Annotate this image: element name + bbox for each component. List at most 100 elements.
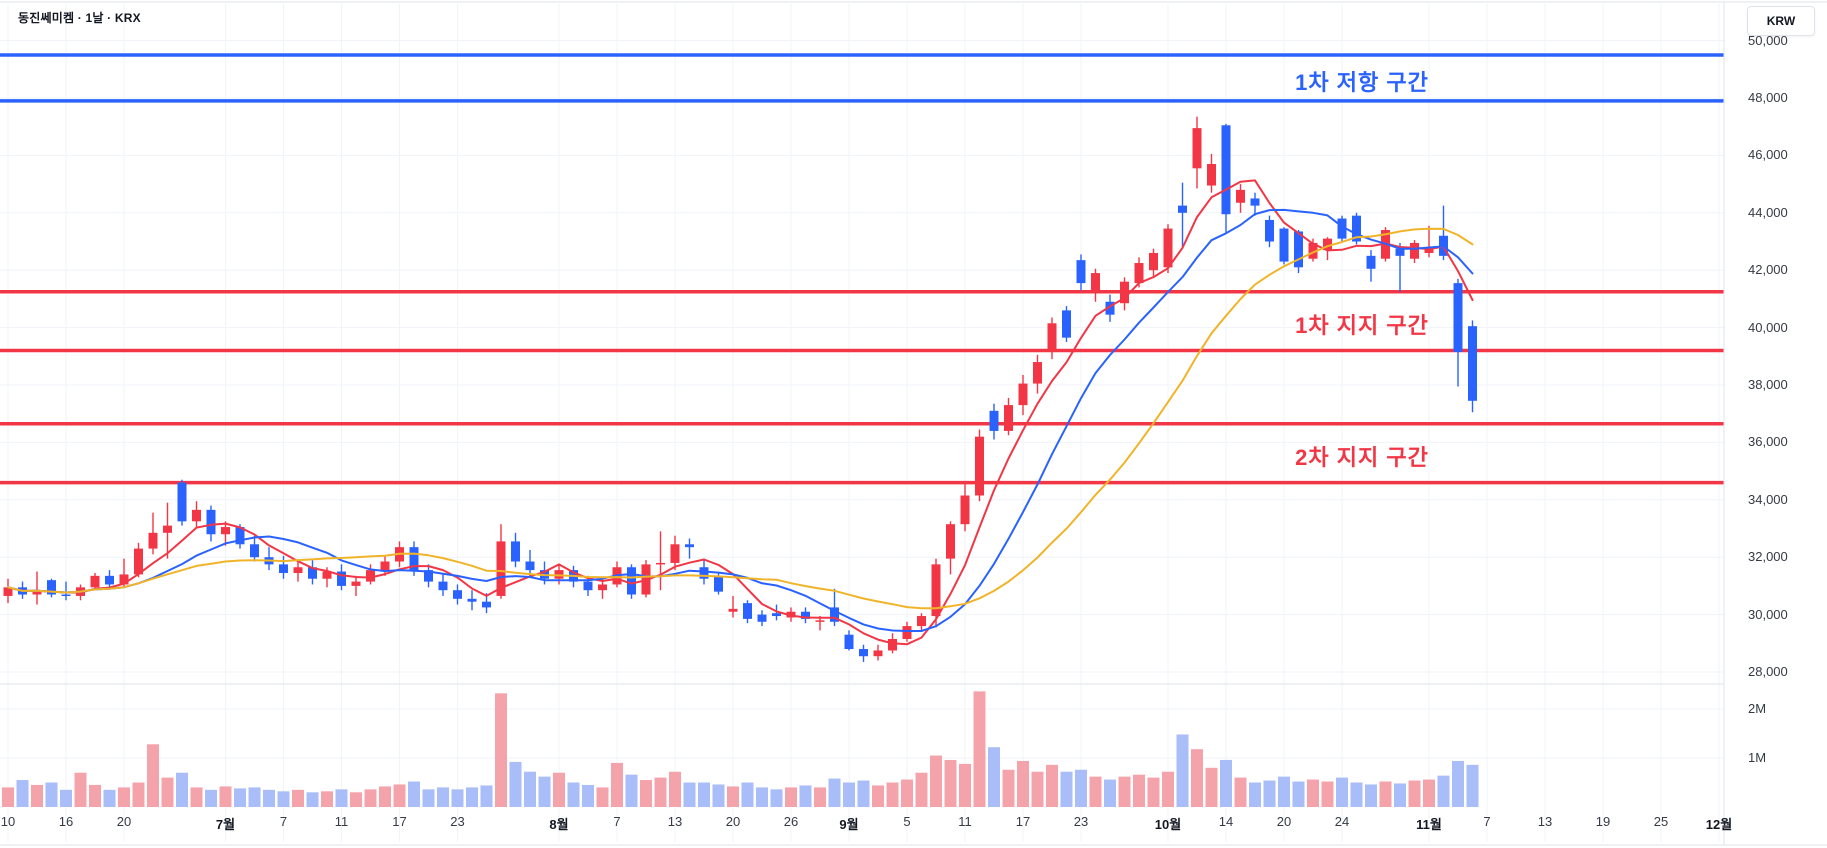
candle-body <box>1192 128 1202 169</box>
candle-body <box>1294 231 1303 268</box>
volume-bar <box>886 782 899 807</box>
candle-body <box>293 567 303 573</box>
time-axis-label: 5 <box>903 814 911 829</box>
time-axis-label: 19 <box>1595 814 1611 829</box>
price-axis-label: 28,000 <box>1748 664 1788 679</box>
price-axis-label: 32,000 <box>1748 549 1788 565</box>
price-axis-label: 36,000 <box>1748 434 1788 450</box>
volume-bar <box>263 789 275 807</box>
candle-body <box>1207 164 1216 186</box>
volume-bar <box>1394 783 1406 807</box>
candle-body <box>482 601 491 608</box>
volume-bar <box>205 789 217 807</box>
volume-bar <box>1176 734 1189 807</box>
volume-bar <box>785 787 797 807</box>
volume-bar <box>292 789 304 807</box>
candle-body <box>511 541 520 562</box>
candle-body <box>453 590 462 599</box>
time-axis-label: 10월 <box>1154 817 1182 832</box>
candle-body <box>1134 263 1144 284</box>
volume-bar <box>1321 781 1334 807</box>
volume-bar <box>451 789 464 807</box>
candle-body <box>163 525 172 533</box>
candle-body <box>61 594 71 597</box>
price-axis-label: 46,000 <box>1748 147 1788 163</box>
volume-bar <box>1220 759 1232 807</box>
candle-body <box>192 509 201 522</box>
time-axis-label: 11 <box>334 814 349 829</box>
candle-body <box>351 581 361 586</box>
candle-body <box>873 650 883 657</box>
candle-body <box>1308 242 1318 259</box>
time-axis-label: 11월 <box>1416 817 1442 832</box>
volume-bar <box>959 763 971 807</box>
candle-body <box>728 608 738 612</box>
volume-bar <box>1263 780 1276 807</box>
candle-body <box>337 571 346 586</box>
candle-body <box>888 638 897 651</box>
candle-body <box>772 613 781 617</box>
time-axis-label: 11 <box>958 814 972 829</box>
candle-body <box>975 436 984 496</box>
candle-body <box>1163 228 1173 268</box>
price-axis-label: 38,000 <box>1748 377 1788 392</box>
candle-body <box>3 587 13 596</box>
volume-bar <box>147 744 159 807</box>
candle-body <box>830 607 839 622</box>
volume-axis-label: 1M <box>1748 750 1767 765</box>
candle-body <box>656 562 665 565</box>
ma5-line <box>7 179 1474 646</box>
volume-bar <box>31 784 43 807</box>
volume-bar <box>1307 779 1319 807</box>
volume-bar <box>857 780 870 807</box>
time-axis-label: 9월 <box>839 817 859 832</box>
candle-body <box>931 564 941 617</box>
candle-body <box>235 527 245 545</box>
candle-body <box>525 561 535 571</box>
symbol-title[interactable]: 동진쎄미켐 · 1날 · KRX <box>18 11 141 25</box>
time-axis-label: 20 <box>725 814 741 829</box>
candle-body <box>670 544 680 563</box>
volume-bar <box>1234 777 1247 807</box>
support-zone-1-label: 1차 지지 구간 <box>1295 313 1429 339</box>
volume-axis-label: 2M <box>1748 701 1767 716</box>
candle-body <box>1453 283 1463 352</box>
candle-body <box>1076 260 1086 284</box>
volume-bar <box>1408 780 1421 807</box>
candle-body <box>380 561 390 571</box>
volume-bar <box>60 789 72 807</box>
volume-bar <box>1423 779 1435 807</box>
volume-bar <box>1278 776 1290 807</box>
volume-bar <box>973 691 986 807</box>
time-axis-label: 24 <box>1334 814 1350 829</box>
volume-bar <box>1205 767 1218 807</box>
candle-body <box>467 598 477 602</box>
currency-button[interactable]: KRW <box>1747 6 1815 36</box>
volume-bar <box>2 787 14 807</box>
candle-body <box>1323 238 1332 251</box>
volume-bar <box>770 789 783 807</box>
candle-body <box>438 581 448 591</box>
volume-bar <box>480 785 493 807</box>
volume-bar <box>683 782 696 807</box>
candle-body <box>134 548 143 575</box>
candle-body <box>1018 383 1028 406</box>
volume-bar <box>843 782 855 807</box>
volume-bar <box>1466 764 1479 807</box>
time-axis-label: 20 <box>116 814 132 829</box>
candle-body <box>1424 248 1434 253</box>
volume-bar <box>89 784 101 807</box>
candle-body <box>1337 218 1347 239</box>
candle-body <box>366 570 375 582</box>
volume-bar <box>944 759 957 807</box>
time-axis-label: 13 <box>667 814 683 829</box>
candle-body <box>1236 189 1245 203</box>
volume-bar <box>799 785 812 807</box>
volume-bar <box>567 782 580 807</box>
volume-bar <box>1017 760 1029 807</box>
candle-body <box>221 527 230 535</box>
volume-bar <box>335 789 348 807</box>
time-axis-label: 8월 <box>549 817 569 832</box>
candle-body <box>1410 242 1419 259</box>
